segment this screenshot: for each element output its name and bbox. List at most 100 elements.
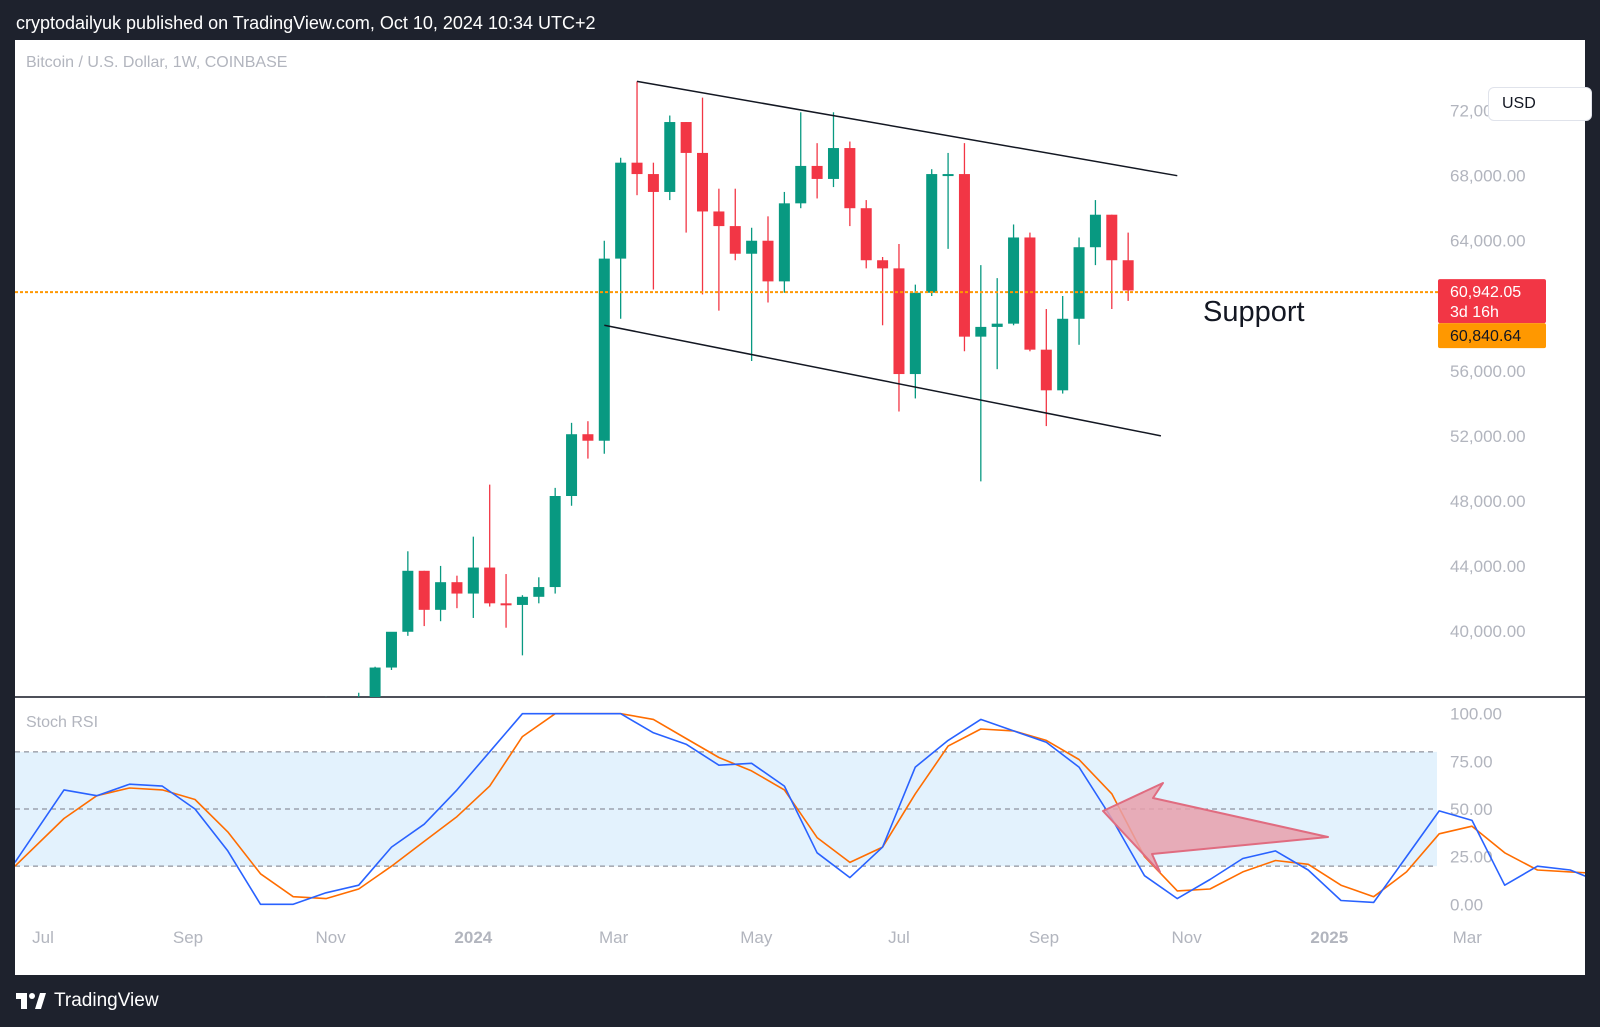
- stoch-rsi-tick-label: 0.00: [1450, 895, 1483, 914]
- stoch-rsi-pane: 100.00 75.00 50.00 25.00 0.00: [15, 705, 1585, 914]
- time-axis: Jul Sep Nov 2024 Mar May Jul Sep Nov 2025 Mar: [32, 928, 1482, 947]
- candle-body: [958, 174, 970, 337]
- candle-body: [942, 174, 954, 177]
- candle-body: [549, 496, 561, 588]
- time-tick-label: Nov: [1172, 928, 1203, 947]
- candle-body: [402, 570, 414, 632]
- time-tick-label: Jul: [32, 928, 54, 947]
- time-tick-label: May: [740, 928, 773, 947]
- candle-body: [926, 174, 938, 293]
- candle-body: [1073, 247, 1085, 319]
- candle-body: [680, 122, 692, 153]
- candle-body: [991, 323, 1003, 327]
- last-price-label: 60,942.05: [1450, 284, 1521, 301]
- time-tick-label: 2024: [454, 928, 492, 947]
- candle-body: [762, 240, 774, 282]
- candle-body: [1040, 349, 1052, 391]
- candle-body: [811, 165, 823, 179]
- time-tick-label: Nov: [316, 928, 347, 947]
- candle-body: [337, 706, 348, 708]
- tradingview-logo-icon: [16, 993, 46, 1009]
- candle-body: [778, 203, 790, 282]
- last-price-badge: [1438, 279, 1546, 324]
- candle-body: [533, 587, 545, 597]
- candle-body: [304, 711, 315, 721]
- left-arrow-icon: [1102, 782, 1329, 873]
- publisher-line: cryptodailyuk published on TradingView.c…: [16, 13, 596, 33]
- countdown-label: 3d 16h: [1450, 304, 1499, 321]
- currency-button[interactable]: USD: [1488, 87, 1592, 121]
- candle-body: [729, 226, 741, 254]
- chart-frame[interactable]: 72,000.0068,000.0064,000.0056,000.0052,0…: [15, 40, 1592, 975]
- candle-body: [647, 174, 659, 192]
- stoch-rsi-tick-label: 75.00: [1450, 752, 1493, 771]
- candle-body: [697, 152, 709, 212]
- price-pane-title: Bitcoin / U.S. Dollar, 1W, COINBASE: [26, 54, 287, 71]
- price-tick-label: 64,000.00: [1450, 232, 1526, 251]
- price-tick-label: 40,000.00: [1450, 622, 1526, 641]
- price-tick-label: 56,000.00: [1450, 362, 1526, 381]
- candle-body: [975, 326, 987, 337]
- price-tick-label: 52,000.00: [1450, 427, 1526, 446]
- candle-body: [631, 162, 643, 175]
- brand-name: TradingView: [54, 990, 159, 1011]
- time-tick-label: Sep: [1029, 928, 1059, 947]
- candle-body: [1008, 237, 1020, 324]
- support-price-badge: [1438, 323, 1546, 349]
- stoch-rsi-tick-label: 100.00: [1450, 705, 1502, 724]
- footer-brand[interactable]: TradingView: [16, 986, 159, 1016]
- time-tick-label: Mar: [599, 928, 629, 947]
- stoch-rsi-d-line: [15, 712, 1585, 900]
- candle-body: [844, 148, 856, 209]
- candle-body: [1024, 237, 1036, 350]
- trend-channel: Support: [15, 80, 1440, 437]
- candle-body: [353, 704, 364, 707]
- candle-body: [516, 596, 528, 605]
- stoch-rsi-tick-label: 50.00: [1450, 800, 1493, 819]
- candle-body: [467, 567, 479, 594]
- price-axis-ticks: 72,000.0068,000.0064,000.0056,000.0052,0…: [15, 102, 1585, 698]
- candle-body: [860, 208, 872, 261]
- candle-body: [500, 603, 512, 606]
- candle-body: [451, 582, 463, 594]
- candle-body: [598, 258, 610, 441]
- candle-body: [385, 631, 397, 668]
- candle-body: [418, 570, 430, 610]
- candle-body: [827, 148, 839, 179]
- support-annotation: Support: [1203, 296, 1305, 328]
- candle-body: [1122, 260, 1134, 291]
- candle-body: [795, 165, 807, 204]
- support-price-label: 60,840.64: [1450, 328, 1521, 345]
- candle-body: [582, 434, 594, 441]
- candle-body: [893, 268, 905, 375]
- stoch-rsi-title: Stoch RSI: [26, 714, 98, 731]
- candle-body: [1106, 214, 1118, 261]
- price-tick-label: 68,000.00: [1450, 167, 1526, 186]
- time-tick-label: Jul: [888, 928, 910, 947]
- price-labels: 60,942.05 3d 16h 60,840.64: [1438, 279, 1546, 349]
- channel-lower-line: [604, 324, 1162, 437]
- candle-body: [664, 122, 676, 192]
- candle-body: [1089, 214, 1101, 248]
- time-tick-label: Sep: [173, 928, 203, 947]
- candle-body: [713, 211, 725, 227]
- candle-body: [615, 162, 627, 259]
- channel-upper-line: [636, 80, 1178, 177]
- stoch-rsi-tick-label: 25.00: [1450, 848, 1493, 867]
- candle-body: [320, 706, 331, 711]
- candle-body: [746, 240, 758, 254]
- stoch-rsi-k-line: [15, 712, 1585, 906]
- time-tick-label: Mar: [1453, 928, 1483, 947]
- candle-body: [484, 567, 496, 604]
- candle-body: [369, 667, 381, 697]
- price-tick-label: 44,000.00: [1450, 557, 1526, 576]
- candle-body: [435, 582, 447, 610]
- candle-body: [909, 292, 921, 375]
- candle-body: [877, 260, 889, 269]
- candlestick-series: [304, 81, 1134, 721]
- candle-body: [1057, 318, 1069, 391]
- candle-body: [566, 434, 578, 497]
- chart-canvas[interactable]: 72,000.0068,000.0064,000.0056,000.0052,0…: [15, 40, 1585, 975]
- time-tick-label: 2025: [1310, 928, 1348, 947]
- price-tick-label: 48,000.00: [1450, 492, 1526, 511]
